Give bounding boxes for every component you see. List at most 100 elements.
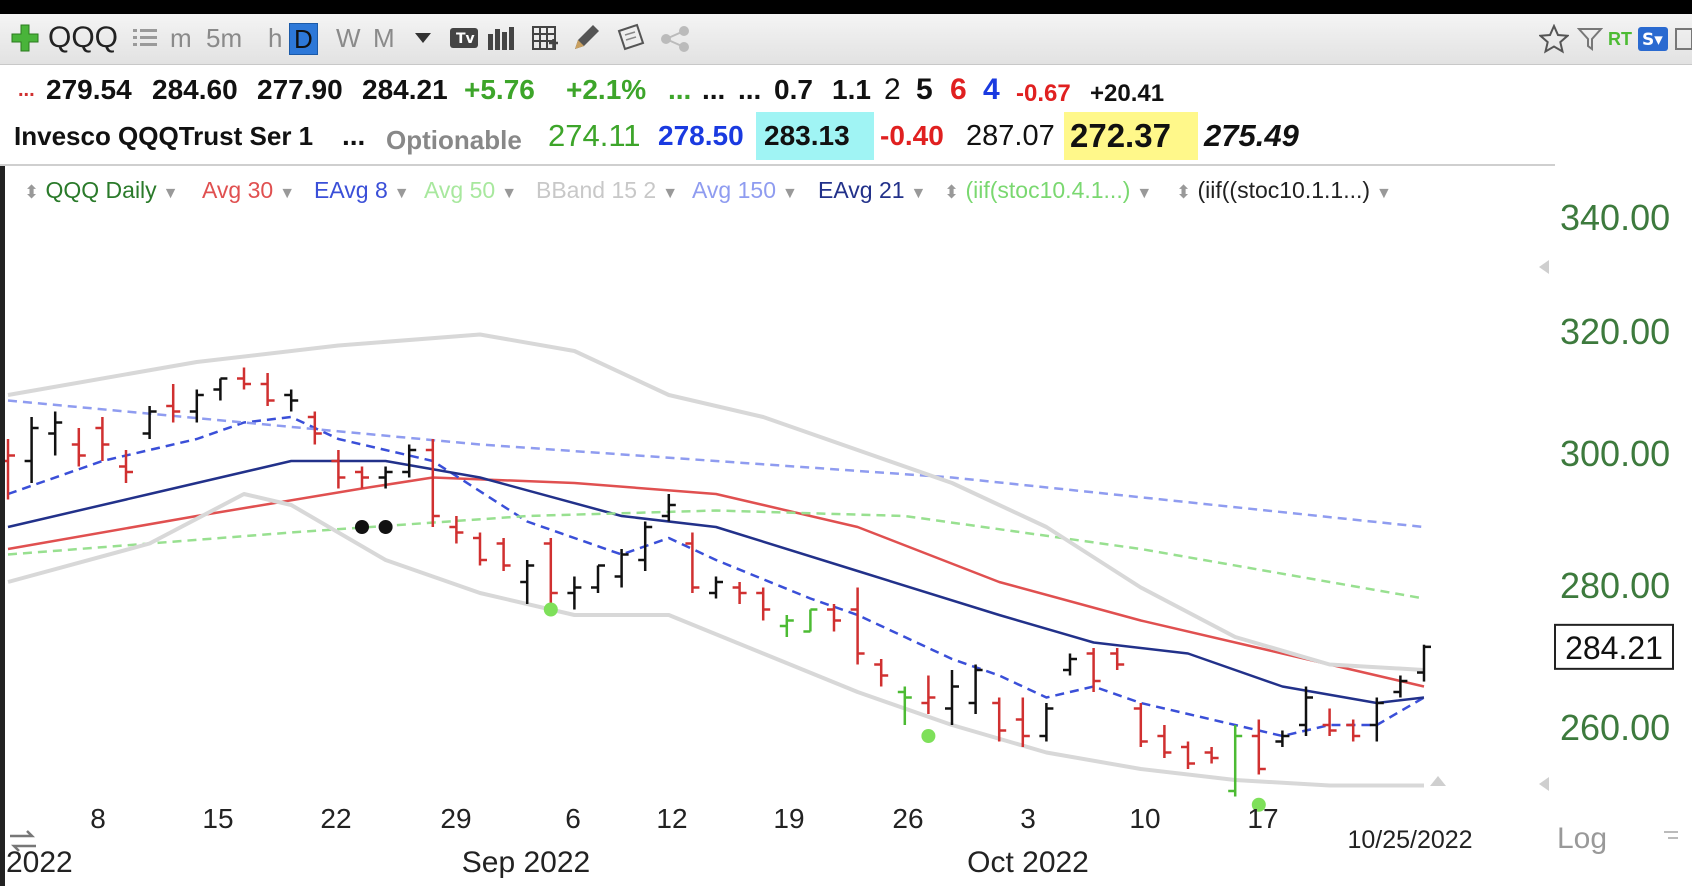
ohlc-bar — [1181, 741, 1195, 769]
chevron-down-icon[interactable]: ▼ — [501, 185, 518, 202]
quote-dots-a: ... — [668, 74, 692, 105]
legend-stoc2-label: (iif((stoc10.1.1...) — [1197, 177, 1371, 203]
chevron-down-icon[interactable]: ▼ — [910, 185, 927, 202]
ohlc-bar — [284, 389, 299, 412]
legend-eavg21-label: EAvg 21 — [818, 177, 905, 203]
ohlc-bar — [1063, 653, 1077, 676]
window-icon[interactable] — [1672, 24, 1692, 54]
chevron-down-icon[interactable]: ▼ — [662, 185, 679, 202]
last-price-box — [1554, 623, 1674, 670]
price-axis-label: 320.00 — [1560, 311, 1670, 352]
date-axis-day-label: 10 — [1129, 803, 1160, 834]
quote2-value-6: 272.37 — [1064, 112, 1198, 160]
chevron-down-icon[interactable] — [412, 24, 434, 52]
ohlc-bar — [1157, 725, 1172, 758]
legend-eavg21[interactable]: EAvg 21 ▼ — [818, 172, 926, 208]
quote-value-1: 0.7 — [774, 74, 813, 105]
quote-change-pct: +2.1% — [566, 74, 647, 105]
bband-15-2-upper-line — [7, 332, 1425, 672]
ohlc-bar — [260, 373, 275, 406]
filter-icon[interactable] — [1576, 24, 1604, 54]
period-5m[interactable]: 5m — [206, 22, 243, 53]
legend-stoc-1[interactable]: ⬍ (iif(stoc10.4.1...) ▼ — [944, 172, 1152, 208]
period-m[interactable]: m — [170, 22, 192, 53]
list-icon[interactable] — [132, 24, 158, 52]
quote-dots-b: ... — [702, 74, 726, 105]
quote-value-2: 1.1 — [832, 74, 871, 105]
star-icon[interactable] — [1538, 24, 1570, 54]
legend-bband-label: BBand 15 2 — [536, 177, 657, 203]
ohlc-bar — [1346, 719, 1361, 742]
chevron-down-icon[interactable]: ▼ — [393, 185, 410, 202]
table-icon[interactable] — [530, 24, 560, 54]
scroll-left-icon[interactable] — [1539, 777, 1549, 791]
date-axis-day-label: 19 — [773, 803, 804, 834]
quote-close: 284.21 — [362, 74, 448, 105]
period-w[interactable]: W — [336, 22, 361, 53]
quote-count-2: 5 — [916, 73, 933, 106]
quote-pos-value: +20.41 — [1090, 80, 1165, 107]
updown-handle-icon[interactable]: ⬍ — [944, 182, 960, 202]
date-axis-day-label: 29 — [440, 803, 471, 834]
date-axis-day-label: 8 — [90, 803, 106, 834]
price-axis-label: 260.00 — [1560, 707, 1670, 748]
avg-50-line — [7, 509, 1425, 600]
add-symbol-icon[interactable] — [10, 22, 40, 54]
settings-lines-icon[interactable] — [1664, 831, 1678, 839]
chevron-down-icon[interactable]: ▼ — [1136, 185, 1153, 202]
ohlc-bar — [331, 450, 346, 489]
ohlc-bar — [449, 516, 464, 544]
updown-handle-icon[interactable]: ⬍ — [24, 182, 40, 202]
chevron-down-icon[interactable]: ▼ — [1376, 185, 1392, 202]
share-icon[interactable] — [660, 24, 694, 54]
s-menu-icon[interactable]: S▾ — [1636, 24, 1670, 54]
legend-bband[interactable]: BBand 15 2 ▼ — [536, 172, 678, 208]
quote-high: 284.60 — [152, 74, 238, 105]
svg-text:S▾: S▾ — [1642, 30, 1663, 50]
svg-text:Tv: Tv — [456, 31, 475, 47]
ohlc-bar — [685, 532, 700, 593]
legend-stoc-2[interactable]: ⬍ (iif((stoc10.1.1...) ▼ — [1176, 172, 1392, 208]
current-date-label: 10/25/2022 — [1347, 826, 1472, 854]
legend-qqq-label: QQQ Daily — [45, 177, 157, 203]
ohlc-bar — [402, 444, 417, 478]
realtime-icon[interactable]: RT — [1608, 28, 1632, 49]
legend-qqq-daily[interactable]: ⬍ QQQ Daily ▼ — [24, 172, 179, 208]
period-d-selected[interactable]: D — [289, 23, 318, 55]
ohlc-bar — [189, 389, 204, 423]
legend-eavg8[interactable]: EAvg 8 ▼ — [314, 172, 410, 208]
last-price-label: 284.21 — [1565, 630, 1663, 666]
ohlc-bar — [473, 532, 487, 566]
ohlc-bar — [355, 466, 369, 489]
ohlc-bar — [709, 576, 723, 599]
legend-avg30[interactable]: Avg 30 ▼ — [202, 172, 295, 208]
chevron-down-icon[interactable]: ▼ — [162, 185, 179, 202]
chevron-down-icon[interactable]: ▼ — [781, 185, 798, 202]
pencil-icon[interactable] — [570, 22, 602, 54]
period-h[interactable]: h — [268, 22, 283, 53]
chevron-down-icon[interactable]: ▼ — [279, 185, 296, 202]
chart-type-icon[interactable]: Tv — [448, 24, 480, 52]
scroll-left-icon[interactable] — [1539, 260, 1549, 274]
scroll-up-icon[interactable] — [1430, 776, 1446, 786]
log-scale-toggle[interactable]: Log — [1557, 822, 1607, 855]
swap-arrows-icon[interactable] — [10, 830, 36, 852]
legend-avg150[interactable]: Avg 150 ▼ — [692, 172, 798, 208]
chart-left-edge — [0, 166, 5, 886]
ohlc-bar — [425, 439, 440, 527]
ohlc-bar — [567, 576, 582, 610]
ohlc-bar — [48, 411, 63, 456]
note-icon[interactable] — [614, 22, 648, 54]
period-month[interactable]: M — [373, 22, 395, 53]
ohlc-bar — [756, 587, 771, 621]
legend-avg50[interactable]: Avg 50 ▼ — [424, 172, 517, 208]
date-axis-day-label: 22 — [320, 803, 351, 834]
symbol-input[interactable]: QQQ — [48, 21, 119, 54]
date-axis-day-label: 12 — [656, 803, 687, 834]
date-axis-day-label: 26 — [892, 803, 923, 834]
updown-handle-icon[interactable]: ⬍ — [1176, 182, 1192, 202]
bar-chart-icon[interactable] — [486, 24, 516, 52]
ohlc-bar — [1417, 644, 1431, 682]
signal-dot — [378, 520, 393, 534]
